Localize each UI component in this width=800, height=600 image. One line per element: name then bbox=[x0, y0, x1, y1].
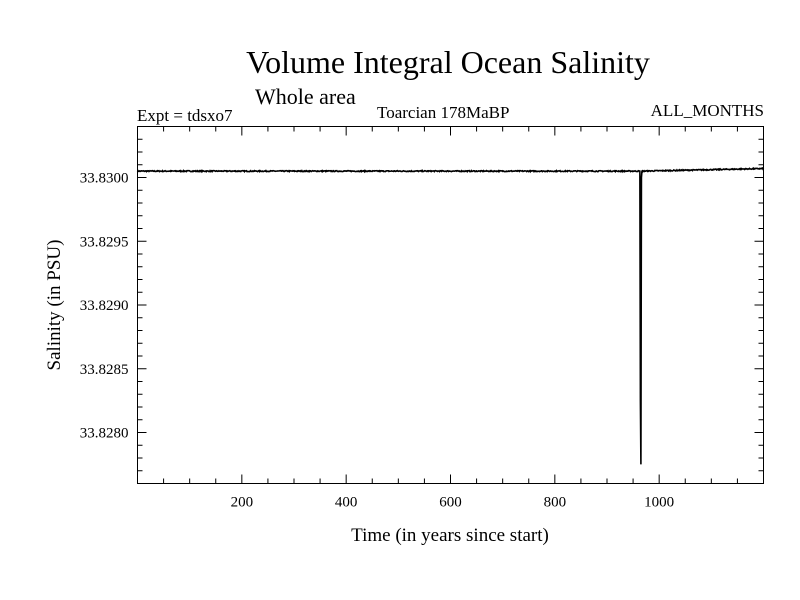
chart-subtitle: Whole area bbox=[255, 84, 356, 109]
x-axis-label: Time (in years since start) bbox=[351, 525, 549, 546]
series-line bbox=[136, 166, 765, 465]
y-tick-label: 33.8290 bbox=[80, 298, 129, 314]
data-series bbox=[136, 166, 765, 465]
period-label: Toarcian 178MaBP bbox=[377, 103, 510, 122]
y-tick-label: 33.8285 bbox=[80, 362, 129, 378]
x-tick-label: 200 bbox=[231, 495, 254, 511]
x-tick-label: 600 bbox=[439, 495, 462, 511]
y-tick-label: 33.8295 bbox=[80, 234, 129, 250]
x-tick-label: 1000 bbox=[644, 495, 674, 511]
chart-title: Volume Integral Ocean Salinity bbox=[246, 44, 650, 80]
x-tick-label: 400 bbox=[335, 495, 358, 511]
tick-labels: 200 400 600 800 1000 33.8280 33.8285 33.8290 33.… bbox=[80, 171, 674, 511]
experiment-label: Expt = tdsxo7 bbox=[137, 106, 233, 125]
axis-ticks bbox=[137, 126, 764, 484]
plot-frame bbox=[137, 126, 764, 484]
x-tick-label: 800 bbox=[544, 495, 567, 511]
y-tick-label: 33.8280 bbox=[80, 426, 129, 442]
months-label: ALL_MONTHS bbox=[650, 101, 764, 120]
y-tick-label: 33.8300 bbox=[80, 171, 129, 187]
